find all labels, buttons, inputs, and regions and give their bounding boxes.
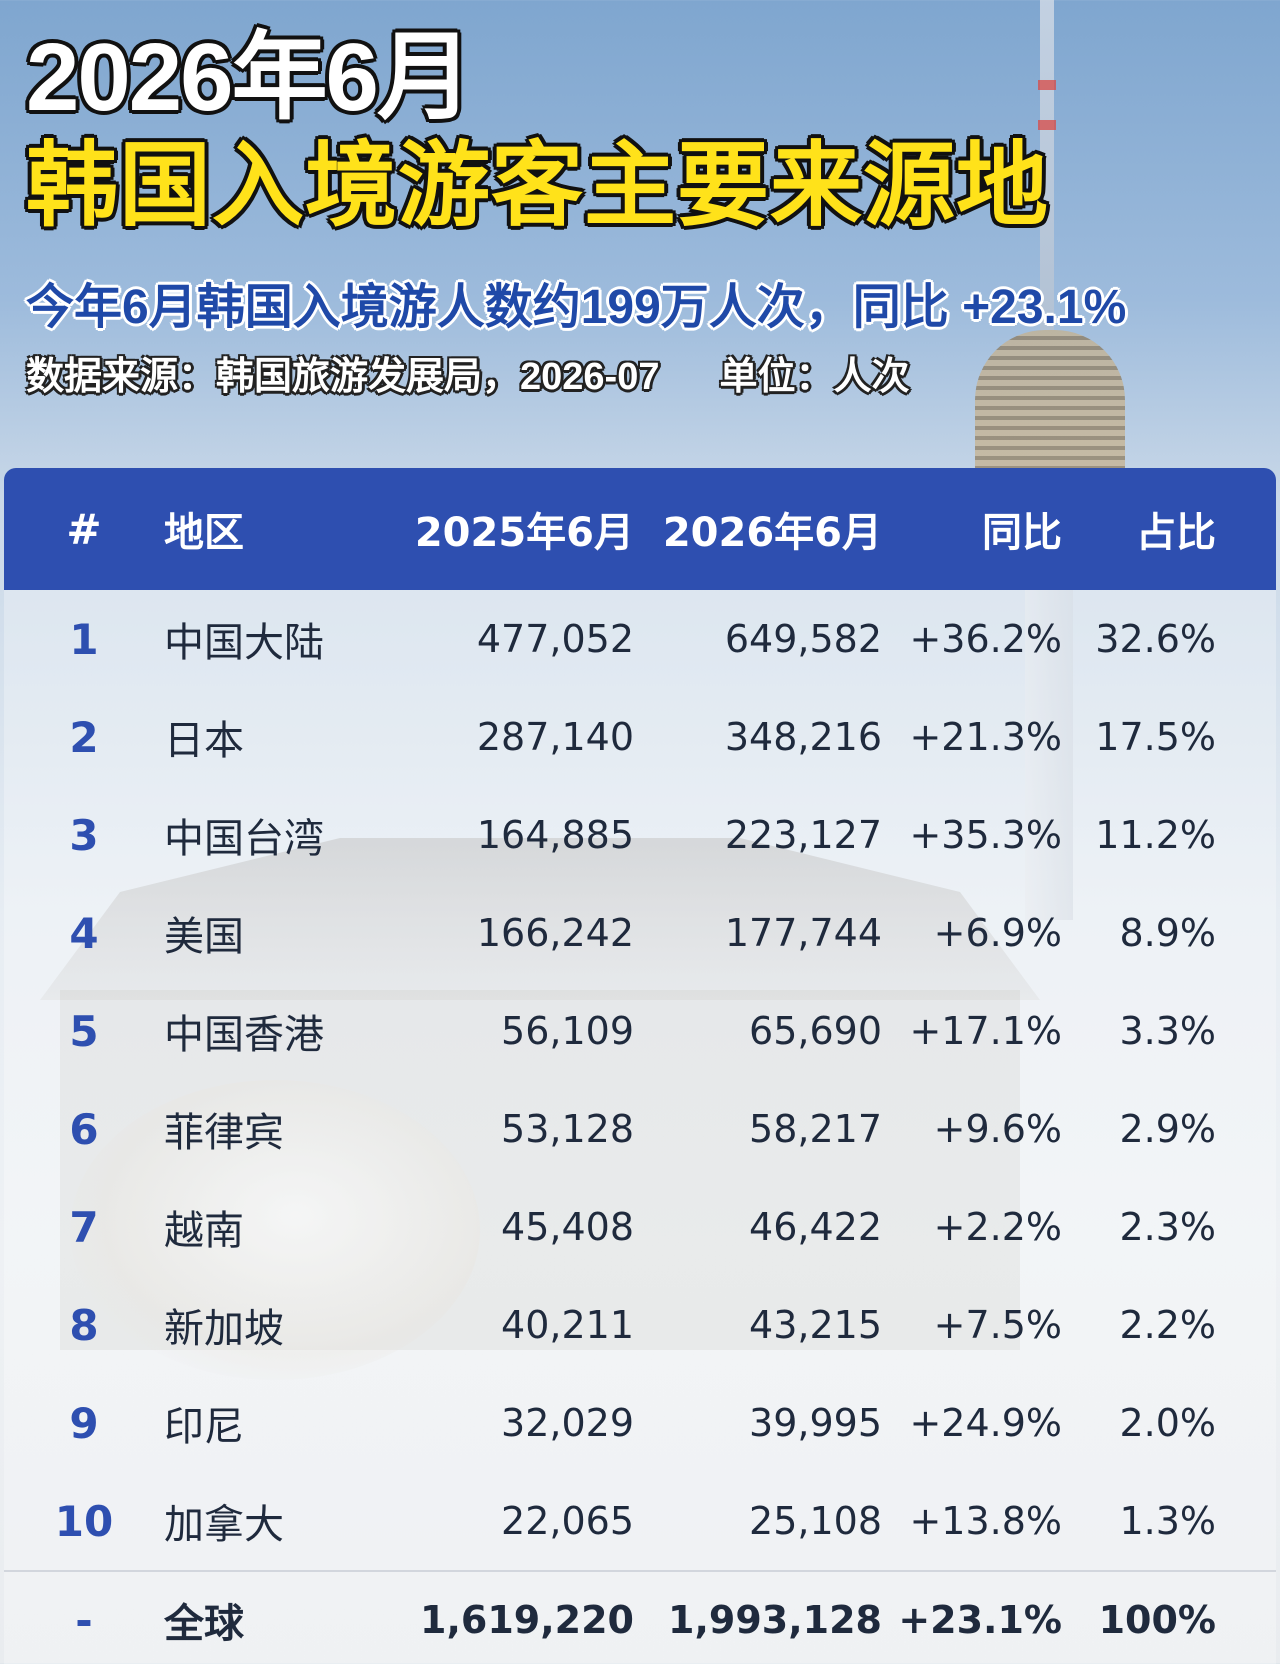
share-cell: 2.3% bbox=[1119, 1205, 1216, 1249]
table-row: 4 美国 166,242 177,744 +6.9% 8.9% bbox=[4, 884, 1276, 982]
yoy-cell: +21.3% bbox=[909, 715, 1062, 759]
ranking-table: # 地区 2025年6月 2026年6月 同比 占比 1 中国大陆 477,05… bbox=[4, 468, 1276, 1664]
rank-cell: 4 bbox=[69, 908, 99, 958]
unit-label: 单位：人次 bbox=[719, 356, 910, 398]
rank-cell: 2 bbox=[69, 712, 99, 762]
region-cell: 越南 bbox=[164, 1208, 244, 1254]
prev-cell: 164,885 bbox=[476, 813, 634, 857]
cur-cell: 39,995 bbox=[749, 1401, 882, 1445]
rank-cell: 6 bbox=[69, 1104, 99, 1154]
rank-cell: 7 bbox=[69, 1202, 99, 1252]
table-row: 10 加拿大 22,065 25,108 +13.8% 1.3% bbox=[4, 1472, 1276, 1570]
header-region: 地区 bbox=[164, 510, 244, 556]
cur-cell: 25,108 bbox=[749, 1499, 882, 1543]
header: 2026年6月 韩国入境游客主要来源地 今年6月韩国入境游人数约199万人次，同… bbox=[26, 26, 1256, 400]
yoy-cell: +35.3% bbox=[909, 813, 1062, 857]
region-cell: 加拿大 bbox=[164, 1502, 284, 1548]
share-cell: 17.5% bbox=[1095, 715, 1216, 759]
share-cell: 11.2% bbox=[1095, 813, 1216, 857]
rank-cell: 1 bbox=[69, 614, 99, 664]
yoy-cell: +13.8% bbox=[909, 1499, 1062, 1543]
cur-cell: 649,582 bbox=[724, 617, 882, 661]
cur-cell: 46,422 bbox=[749, 1205, 882, 1249]
cur-cell: 43,215 bbox=[749, 1303, 882, 1347]
prev-cell: 22,065 bbox=[501, 1499, 634, 1543]
title-year: 2026年6月 bbox=[26, 24, 473, 131]
meta-line: 数据来源：韩国旅游发展局，2026-07 单位：人次 bbox=[26, 354, 1256, 400]
rank-cell: - bbox=[75, 1595, 93, 1645]
total-row: - 全球 1,619,220 1,993,128 +23.1% 100% bbox=[4, 1570, 1276, 1664]
rank-cell: 9 bbox=[69, 1398, 99, 1448]
table-row: 5 中国香港 56,109 65,690 +17.1% 3.3% bbox=[4, 982, 1276, 1080]
header-share: 占比 bbox=[1136, 510, 1216, 556]
region-cell: 中国台湾 bbox=[164, 816, 324, 862]
cur-cell: 1,993,128 bbox=[668, 1598, 882, 1642]
rank-cell: 10 bbox=[54, 1496, 114, 1546]
page-title: 韩国入境游客主要来源地 bbox=[26, 135, 1050, 237]
cur-cell: 348,216 bbox=[724, 715, 882, 759]
prev-cell: 1,619,220 bbox=[420, 1598, 634, 1642]
region-cell: 全球 bbox=[164, 1601, 244, 1647]
region-cell: 菲律宾 bbox=[164, 1110, 284, 1156]
rank-cell: 3 bbox=[69, 810, 99, 860]
share-cell: 1.3% bbox=[1119, 1499, 1216, 1543]
table-row: 1 中国大陆 477,052 649,582 +36.2% 32.6% bbox=[4, 590, 1276, 688]
prev-cell: 45,408 bbox=[501, 1205, 634, 1249]
prev-cell: 53,128 bbox=[501, 1107, 634, 1151]
subtitle: 今年6月韩国入境游人数约199万人次，同比 +23.1% bbox=[26, 281, 1127, 334]
share-cell: 8.9% bbox=[1119, 911, 1216, 955]
table-row: 9 印尼 32,029 39,995 +24.9% 2.0% bbox=[4, 1374, 1276, 1472]
share-cell: 2.0% bbox=[1119, 1401, 1216, 1445]
prev-cell: 32,029 bbox=[501, 1401, 634, 1445]
header-rank: # bbox=[66, 504, 102, 554]
share-cell: 3.3% bbox=[1119, 1009, 1216, 1053]
region-cell: 中国香港 bbox=[164, 1012, 324, 1058]
share-cell: 32.6% bbox=[1095, 617, 1216, 661]
region-cell: 印尼 bbox=[164, 1404, 244, 1450]
table-row: 6 菲律宾 53,128 58,217 +9.6% 2.9% bbox=[4, 1080, 1276, 1178]
share-cell: 100% bbox=[1098, 1598, 1216, 1642]
yoy-cell: +17.1% bbox=[909, 1009, 1062, 1053]
region-cell: 日本 bbox=[164, 718, 244, 764]
yoy-cell: +24.9% bbox=[909, 1401, 1062, 1445]
share-cell: 2.9% bbox=[1119, 1107, 1216, 1151]
header-cur: 2026年6月 bbox=[662, 510, 882, 556]
table-row: 8 新加坡 40,211 43,215 +7.5% 2.2% bbox=[4, 1276, 1276, 1374]
table-row: 3 中国台湾 164,885 223,127 +35.3% 11.2% bbox=[4, 786, 1276, 884]
rank-cell: 5 bbox=[69, 1006, 99, 1056]
cur-cell: 65,690 bbox=[749, 1009, 882, 1053]
table-row: 7 越南 45,408 46,422 +2.2% 2.3% bbox=[4, 1178, 1276, 1276]
region-cell: 新加坡 bbox=[164, 1306, 284, 1352]
yoy-cell: +9.6% bbox=[933, 1107, 1062, 1151]
yoy-cell: +23.1% bbox=[898, 1598, 1062, 1642]
prev-cell: 56,109 bbox=[501, 1009, 634, 1053]
prev-cell: 287,140 bbox=[476, 715, 634, 759]
yoy-cell: +36.2% bbox=[909, 617, 1062, 661]
cur-cell: 223,127 bbox=[724, 813, 882, 857]
region-cell: 中国大陆 bbox=[164, 620, 324, 666]
table-row: 2 日本 287,140 348,216 +21.3% 17.5% bbox=[4, 688, 1276, 786]
rank-cell: 8 bbox=[69, 1300, 99, 1350]
cur-cell: 177,744 bbox=[724, 911, 882, 955]
yoy-cell: +6.9% bbox=[933, 911, 1062, 955]
share-cell: 2.2% bbox=[1119, 1303, 1216, 1347]
cur-cell: 58,217 bbox=[749, 1107, 882, 1151]
yoy-cell: +2.2% bbox=[933, 1205, 1062, 1249]
prev-cell: 40,211 bbox=[501, 1303, 634, 1347]
header-yoy: 同比 bbox=[982, 510, 1062, 556]
data-source: 数据来源：韩国旅游发展局，2026-07 bbox=[26, 356, 660, 398]
yoy-cell: +7.5% bbox=[933, 1303, 1062, 1347]
prev-cell: 166,242 bbox=[476, 911, 634, 955]
prev-cell: 477,052 bbox=[476, 617, 634, 661]
table-header: # 地区 2025年6月 2026年6月 同比 占比 bbox=[4, 468, 1276, 590]
region-cell: 美国 bbox=[164, 914, 244, 960]
header-prev: 2025年6月 bbox=[414, 510, 634, 556]
table-body: 1 中国大陆 477,052 649,582 +36.2% 32.6% 2 日本… bbox=[4, 590, 1276, 1664]
